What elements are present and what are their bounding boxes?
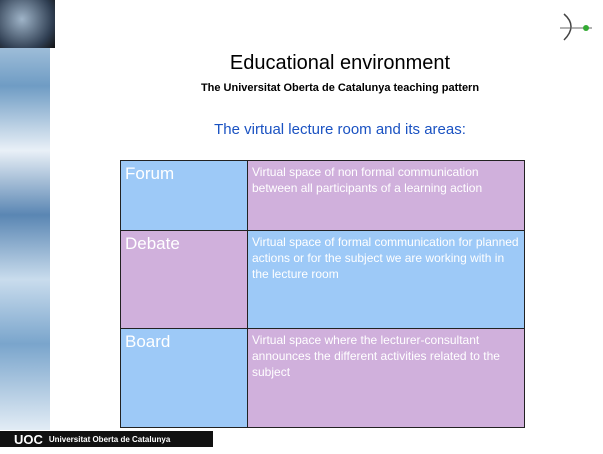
title: Educational environment	[229, 52, 451, 74]
area-name: Forum	[120, 160, 248, 231]
subtitle: The Universitat Oberta de Catalunya teac…	[200, 82, 480, 94]
corner-icon	[560, 13, 592, 41]
footer-logo: UOC	[14, 431, 43, 447]
footer-name: Universitat Oberta de Catalunya	[48, 434, 171, 444]
table-row: Board Virtual space where the lecturer-c…	[120, 328, 525, 428]
logo-image	[0, 0, 55, 48]
table-row: Debate Virtual space of formal communica…	[120, 229, 525, 330]
section-heading: The virtual lecture room and its areas:	[214, 121, 466, 138]
footer: UOC Universitat Oberta de Catalunya	[0, 431, 213, 447]
area-name: Board	[120, 328, 248, 428]
table-row: Forum Virtual space of non formal commun…	[120, 160, 525, 231]
area-description: Virtual space where the lecturer-consult…	[247, 328, 525, 428]
area-name: Debate	[120, 229, 248, 330]
decor-strip	[0, 0, 50, 430]
areas-table: Forum Virtual space of non formal commun…	[120, 160, 525, 428]
area-description: Virtual space of non formal communicatio…	[247, 160, 525, 231]
area-description: Virtual space of formal communication fo…	[247, 229, 525, 330]
